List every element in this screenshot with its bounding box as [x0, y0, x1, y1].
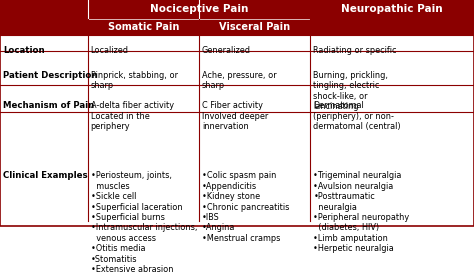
Text: Location: Location: [3, 46, 45, 55]
Text: Patient Description: Patient Description: [3, 71, 97, 80]
Bar: [199, 85, 310, 112]
Text: Dermatomal
(periphery), or non-
dermatomal (central): Dermatomal (periphery), or non- dermatom…: [313, 101, 401, 131]
Text: Clinical Examples: Clinical Examples: [3, 171, 88, 181]
Bar: [88, 85, 199, 112]
Bar: [0, 35, 88, 51]
Text: Localized: Localized: [91, 46, 128, 55]
Text: Visceral Pain: Visceral Pain: [219, 22, 291, 32]
Bar: [199, 35, 310, 51]
Bar: [310, 0, 474, 19]
Bar: [0, 112, 88, 226]
Text: •Periosteum, joints,
  muscles
•Sickle cell
•Superficial laceration
•Superficial: •Periosteum, joints, muscles •Sickle cel…: [91, 171, 197, 274]
Text: Mechanism of Pain: Mechanism of Pain: [3, 101, 94, 110]
Bar: [0, 19, 88, 35]
Text: •Colic spasm pain
•Appendicitis
•Kidney stone
•Chronic pancreatitis
•IBS
•Angina: •Colic spasm pain •Appendicitis •Kidney …: [202, 171, 289, 243]
Bar: [88, 51, 199, 85]
Bar: [310, 112, 474, 226]
Text: •Trigeminal neuralgia
•Avulsion neuralgia
•Posttraumatic
  neuralgia
•Peripheral: •Trigeminal neuralgia •Avulsion neuralgi…: [313, 171, 410, 253]
Bar: [199, 51, 310, 85]
Text: C Fiber activity
Involved deeper
innervation: C Fiber activity Involved deeper innerva…: [202, 101, 268, 131]
Text: Pinprick, stabbing, or
sharp: Pinprick, stabbing, or sharp: [91, 71, 178, 90]
Bar: [310, 35, 474, 51]
Bar: [88, 35, 199, 51]
Bar: [0, 85, 88, 112]
Bar: [0, 0, 88, 19]
Bar: [88, 19, 199, 35]
Text: Ache, pressure, or
sharp: Ache, pressure, or sharp: [202, 71, 276, 90]
Text: Neuropathic Pain: Neuropathic Pain: [341, 4, 443, 14]
Bar: [199, 19, 310, 35]
Text: Nociceptive Pain: Nociceptive Pain: [150, 4, 248, 14]
Text: Burning, prickling,
tingling, electric
shock-like, or
lancinating: Burning, prickling, tingling, electric s…: [313, 71, 388, 111]
Bar: [310, 85, 474, 112]
Text: Generalized: Generalized: [202, 46, 251, 55]
Text: Somatic Pain: Somatic Pain: [108, 22, 179, 32]
Bar: [0, 51, 88, 85]
Bar: [310, 19, 474, 35]
Bar: [310, 51, 474, 85]
Text: A-delta fiber activity
Located in the
periphery: A-delta fiber activity Located in the pe…: [91, 101, 173, 131]
Bar: [88, 0, 310, 19]
Text: Radiating or specific: Radiating or specific: [313, 46, 397, 55]
Bar: [199, 112, 310, 226]
Bar: [88, 112, 199, 226]
